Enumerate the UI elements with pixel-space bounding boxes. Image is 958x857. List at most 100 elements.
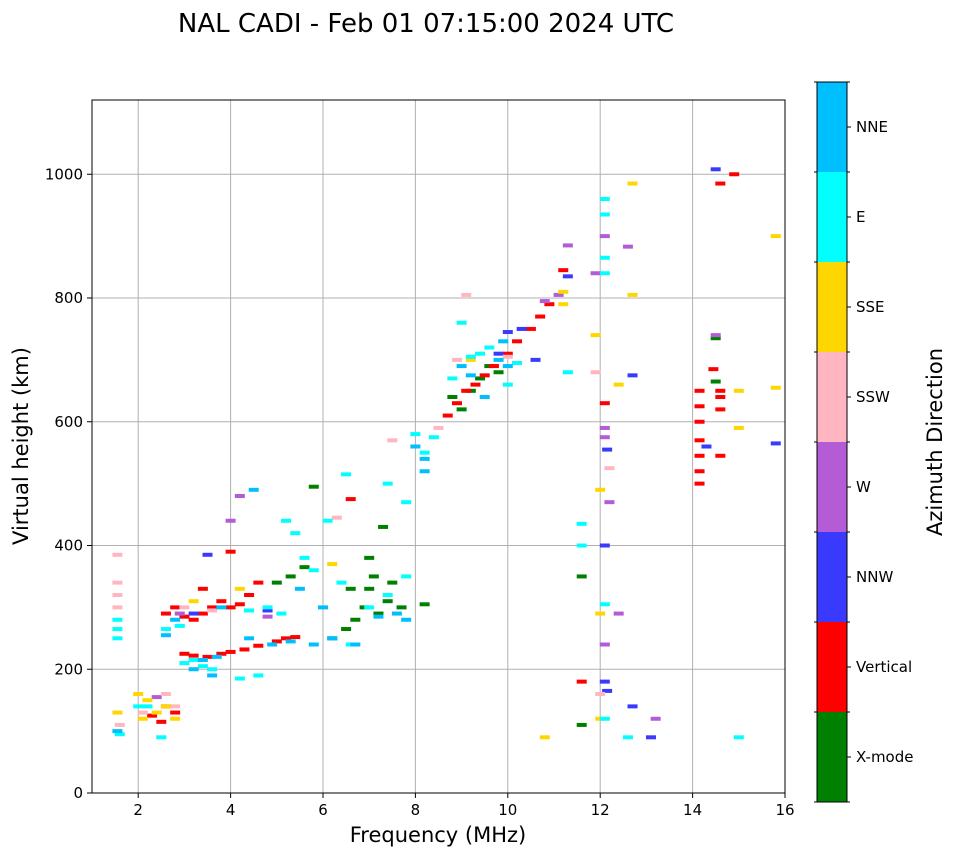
point-w [262, 614, 273, 619]
plot-frame [91, 99, 786, 794]
point-e [512, 360, 523, 365]
point-w [539, 299, 550, 304]
point-sse [613, 382, 624, 387]
point-vertical [599, 401, 610, 406]
point-e [179, 661, 190, 666]
point-e [188, 657, 199, 662]
point-vertical [197, 586, 208, 591]
point-nne [373, 614, 384, 619]
point-x-mode [419, 602, 430, 607]
point-e [299, 555, 310, 560]
point-e [160, 627, 171, 632]
point-nnw [530, 357, 541, 362]
point-vertical [225, 549, 236, 554]
point-e [336, 580, 347, 585]
point-w [599, 435, 610, 440]
point-vertical [715, 395, 726, 399]
point-vertical [715, 388, 726, 393]
colorbar-swatch [817, 532, 847, 622]
point-vertical [512, 339, 523, 344]
colorbar: X-mode Vertical NNW W SSW SSE E NNE [814, 81, 913, 803]
point-e [576, 543, 587, 548]
point-e [382, 593, 393, 597]
point-e [207, 667, 218, 672]
point-nnw [627, 373, 638, 378]
point-x-mode [299, 565, 310, 570]
point-sse [770, 385, 781, 390]
point-vertical [502, 351, 513, 356]
point-nne [465, 373, 476, 378]
point-nnw [710, 167, 721, 172]
point-nnw [493, 351, 504, 356]
y-tick-label: 800 [54, 289, 83, 307]
point-nne [456, 364, 467, 369]
point-x-mode [364, 586, 375, 591]
point-vertical [160, 611, 171, 616]
point-ssw [590, 370, 601, 375]
point-nne [216, 605, 227, 610]
point-nnw [562, 274, 573, 279]
point-sse [188, 599, 199, 604]
point-x-mode [447, 395, 458, 399]
point-sse [558, 289, 569, 294]
point-vertical [147, 713, 158, 718]
colorbar-tick-label: X-mode [856, 748, 913, 766]
point-e [401, 574, 412, 579]
x-tick-label: 12 [591, 801, 610, 819]
point-nnw [701, 444, 712, 449]
point-sse [733, 388, 744, 393]
colorbar-tick-label: SSW [856, 388, 890, 406]
point-sse [595, 487, 606, 492]
y-tick-label: 400 [54, 537, 83, 555]
point-ssw [170, 704, 181, 709]
point-sse [137, 716, 148, 721]
y-tick-label: 600 [54, 413, 83, 431]
colorbar-swatch [817, 622, 847, 712]
point-vertical [525, 326, 536, 331]
point-vertical [461, 388, 472, 393]
point-x-mode [576, 722, 587, 727]
point-e [419, 450, 430, 455]
point-w [562, 243, 573, 248]
point-ssw [207, 608, 218, 613]
point-e [322, 518, 333, 523]
point-e [562, 370, 573, 375]
point-w [234, 494, 245, 498]
point-x-mode [285, 574, 296, 579]
point-x-mode [475, 376, 486, 381]
point-e [401, 500, 412, 505]
y-axis-ticks: 0 200 400 600 800 1000 [45, 165, 92, 802]
point-nnw [599, 543, 610, 548]
point-sse [160, 704, 171, 709]
point-vertical [708, 367, 719, 372]
point-ssw [112, 593, 123, 597]
plot-background [92, 100, 785, 793]
colorbar-label: Azimuth Direction [923, 348, 947, 536]
point-sse [627, 181, 638, 186]
point-nne [498, 339, 509, 344]
point-w [604, 500, 615, 505]
point-vertical [442, 413, 453, 418]
x-tick-label: 4 [226, 801, 236, 819]
point-e [599, 197, 610, 201]
point-vertical [156, 719, 167, 724]
point-x-mode [396, 605, 407, 610]
point-e [341, 472, 352, 477]
x-tick-label: 8 [411, 801, 421, 819]
point-e [262, 605, 273, 610]
point-x-mode [576, 574, 587, 579]
point-nne [419, 456, 430, 461]
point-e [456, 320, 467, 325]
colorbar-swatch [817, 262, 847, 352]
point-vertical [207, 605, 218, 610]
colorbar-frame [816, 81, 848, 803]
point-vertical [234, 602, 245, 607]
point-e [364, 605, 375, 610]
point-w [599, 642, 610, 647]
point-ssw [604, 466, 615, 471]
point-vertical [271, 639, 282, 644]
point-nnw [602, 447, 613, 452]
point-e [599, 716, 610, 721]
colorbar-tick-label: NNE [856, 118, 888, 136]
point-nne [502, 364, 513, 369]
